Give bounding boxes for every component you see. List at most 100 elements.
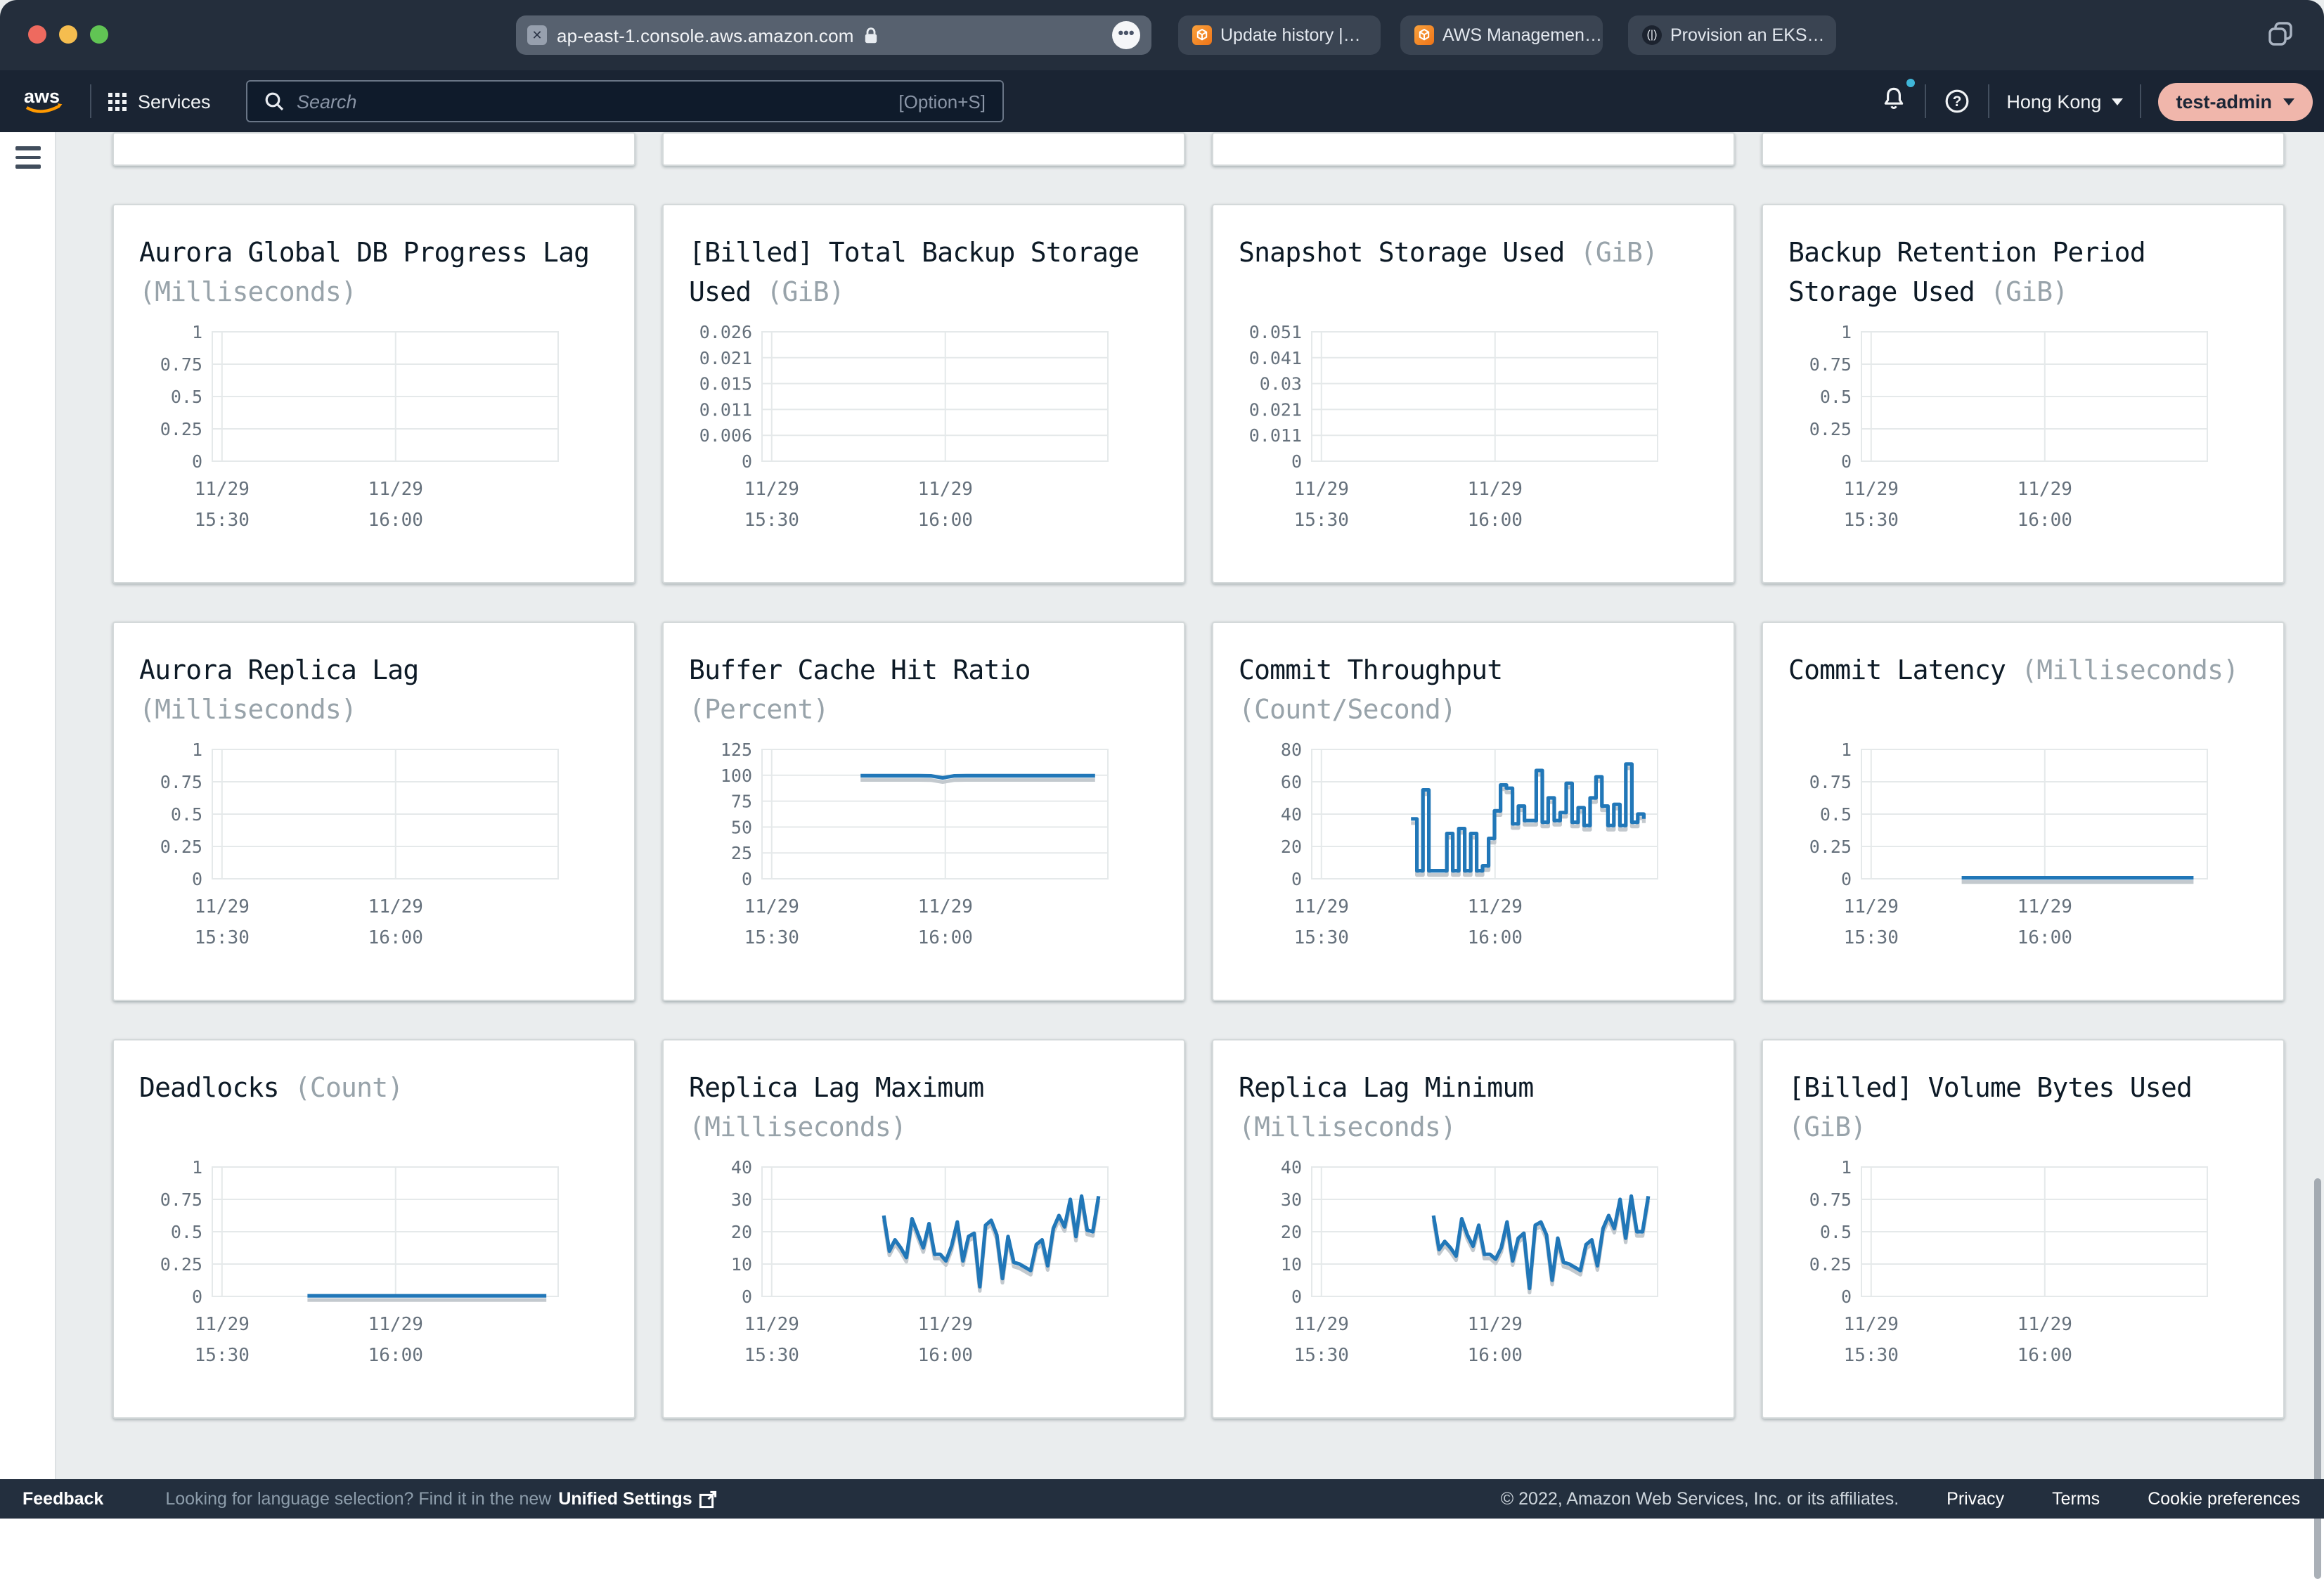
language-hint: Looking for language selection? Find it … <box>165 1489 717 1509</box>
chevron-down-icon <box>2111 98 2123 105</box>
feedback-button[interactable]: Feedback <box>22 1489 104 1509</box>
metric-card[interactable]: Aurora Global DB Progress Lag (Milliseco… <box>112 204 635 584</box>
y-axis-tick: 25 <box>731 843 752 863</box>
zoom-window-button[interactable] <box>90 25 108 44</box>
metric-card[interactable]: Commit Latency (Milliseconds) 1 0.75 0.5 0.… <box>1762 621 2285 1001</box>
x-axis-tick: 11/29 <box>1468 896 1523 917</box>
chart-title-text: Aurora Global DB Progress Lag <box>139 238 590 269</box>
y-axis-tick: 0.75 <box>160 354 202 375</box>
scrollbar-thumb[interactable] <box>2314 1178 2321 1579</box>
metric-card[interactable]: Aurora Replica Lag (Milliseconds) 1 0.75 0… <box>112 621 635 1001</box>
y-axis-tick: 50 <box>731 817 752 837</box>
dashboard-scroll-area: Aurora Global DB Progress Lag (Milliseco… <box>0 132 2324 1579</box>
services-menu-button[interactable]: Services <box>108 91 211 112</box>
chart-unit-text: (Milliseconds) <box>2021 655 2239 686</box>
eks-workshop-favicon: (|) <box>1642 25 1662 45</box>
chart-title: Backup Retention Period Storage Used (Gi… <box>1788 233 2258 312</box>
metric-plot: 1 0.75 0.5 0.25 0 11/29 15:30 11/29 16:00 <box>160 322 559 531</box>
extension-icon[interactable]: ✕ <box>527 25 547 45</box>
svg-text:aws: aws <box>24 86 60 107</box>
cookie-preferences-link[interactable]: Cookie preferences <box>2148 1489 2300 1509</box>
chart-unit-text: (Count/Second) <box>1239 695 1457 726</box>
y-axis-tick: 40 <box>1281 1157 1302 1178</box>
metric-card-clipped[interactable] <box>662 132 1185 166</box>
privacy-link[interactable]: Privacy <box>1947 1489 2005 1509</box>
chart-unit-text: (Milliseconds) <box>139 695 357 726</box>
metric-card[interactable]: Backup Retention Period Storage Used (Gi… <box>1762 204 2285 584</box>
x-axis-tick: 16:00 <box>2018 1345 2072 1366</box>
metric-card-clipped[interactable] <box>1762 132 2285 166</box>
chart-line <box>1431 1194 1651 1291</box>
browser-tab-update-history[interactable]: Update history |… <box>1178 15 1381 55</box>
page-settings-button[interactable]: ••• <box>1112 21 1140 49</box>
y-axis-tick: 40 <box>731 1157 752 1178</box>
metric-card[interactable]: Buffer Cache Hit Ratio (Percent) 125 100 7… <box>662 621 1185 1001</box>
metric-card[interactable]: Commit Throughput (Count/Second) 80 60 40 2… <box>1212 621 1735 1001</box>
y-axis-tick: 1 <box>1841 1157 1852 1178</box>
y-axis-tick: 100 <box>721 766 752 786</box>
x-axis-tick: 15:30 <box>195 510 250 531</box>
minimize-window-button[interactable] <box>59 25 77 44</box>
chart-title: Commit Throughput (Count/Second) <box>1239 651 1708 730</box>
y-axis-tick: 0 <box>192 1287 202 1307</box>
metric-card[interactable]: [Billed] Volume Bytes Used (GiB) 1 0.75 0.… <box>1762 1039 2285 1419</box>
account-label: test-admin <box>2176 91 2272 112</box>
y-axis-tick: 0 <box>192 869 202 889</box>
chart-line-shadow <box>860 778 1095 784</box>
grid-icon <box>108 92 127 110</box>
y-axis-tick: 0 <box>192 451 202 472</box>
y-axis-tick: 0.015 <box>699 374 752 394</box>
x-axis-tick: 16:00 <box>2018 510 2072 531</box>
metric-card-clipped[interactable] <box>1212 132 1735 166</box>
search-icon <box>265 92 284 111</box>
x-axis-tick: 11/29 <box>195 896 250 917</box>
y-axis-tick: 0.051 <box>1249 322 1302 342</box>
tab-overview-icon[interactable] <box>2268 21 2293 46</box>
url-text: ap-east-1.console.aws.amazon.com <box>557 25 854 46</box>
y-axis-tick: 1 <box>192 1157 202 1178</box>
terms-link[interactable]: Terms <box>2052 1489 2100 1509</box>
x-axis-tick: 11/29 <box>2018 1314 2072 1335</box>
browser-chrome: ✕ ap-east-1.console.aws.amazon.com ••• U… <box>0 0 2324 70</box>
metric-card[interactable]: Replica Lag Maximum (Milliseconds) 40 30 2… <box>662 1039 1185 1419</box>
close-window-button[interactable] <box>28 25 46 44</box>
search-shortcut-hint: [Option+S] <box>898 91 986 112</box>
y-axis-tick: 0.5 <box>1820 1222 1852 1242</box>
x-axis-tick: 15:30 <box>744 1345 799 1366</box>
y-axis-tick: 125 <box>721 740 752 760</box>
chart-title: [Billed] Volume Bytes Used (GiB) <box>1788 1069 2258 1147</box>
tab-label: Provision an EKS… <box>1670 25 1825 45</box>
chevron-down-icon <box>2283 98 2294 105</box>
chart-unit-text: (Milliseconds) <box>1239 1112 1457 1143</box>
metrics-content: Aurora Global DB Progress Lag (Milliseco… <box>56 132 2324 1479</box>
x-axis-tick: 11/29 <box>1468 479 1523 500</box>
y-axis-tick: 0.75 <box>160 772 202 792</box>
metric-card[interactable]: Snapshot Storage Used (GiB) 0.051 0.041 0.… <box>1212 204 1735 584</box>
account-menu-button[interactable]: test-admin <box>2157 82 2313 120</box>
metric-card-clipped[interactable] <box>112 132 635 166</box>
notifications-button[interactable] <box>1880 78 1916 119</box>
metric-card[interactable]: [Billed] Total Backup Storage Used (GiB)… <box>662 204 1185 584</box>
search-input[interactable]: Search [Option+S] <box>246 80 1004 122</box>
region-selector[interactable]: Hong Kong <box>2006 91 2123 112</box>
chart-title-text: [Billed] Total Backup Storage Used <box>689 238 1140 308</box>
x-axis-tick: 11/29 <box>1468 1314 1523 1335</box>
chart-title-text: Commit Latency <box>1788 655 2006 686</box>
hamburger-menu-button[interactable] <box>15 146 41 169</box>
metric-card[interactable]: Deadlocks (Count) 1 0.75 0.5 0.25 0 11/29 15:3… <box>112 1039 635 1419</box>
y-axis-tick: 0.25 <box>160 837 202 857</box>
chart-title: [Billed] Total Backup Storage Used (GiB) <box>689 233 1158 312</box>
browser-tab-aws-management[interactable]: AWS Managemen… <box>1400 15 1603 55</box>
y-axis-tick: 0.25 <box>1809 837 1852 857</box>
x-axis-tick: 16:00 <box>368 1345 423 1366</box>
help-button[interactable]: ? <box>1943 87 1971 115</box>
metric-card[interactable]: Replica Lag Minimum (Milliseconds) 40 30 2… <box>1212 1039 1735 1419</box>
side-panel-strip <box>0 132 56 1479</box>
unified-settings-link[interactable]: Unified Settings <box>558 1489 717 1509</box>
x-axis-tick: 11/29 <box>2018 896 2072 917</box>
x-axis-tick: 11/29 <box>2018 479 2072 500</box>
x-axis-tick: 16:00 <box>918 927 973 948</box>
address-bar[interactable]: ✕ ap-east-1.console.aws.amazon.com ••• <box>516 15 1151 55</box>
browser-tab-provision-eks[interactable]: (|) Provision an EKS… <box>1628 15 1836 55</box>
aws-logo[interactable]: aws <box>22 86 73 117</box>
